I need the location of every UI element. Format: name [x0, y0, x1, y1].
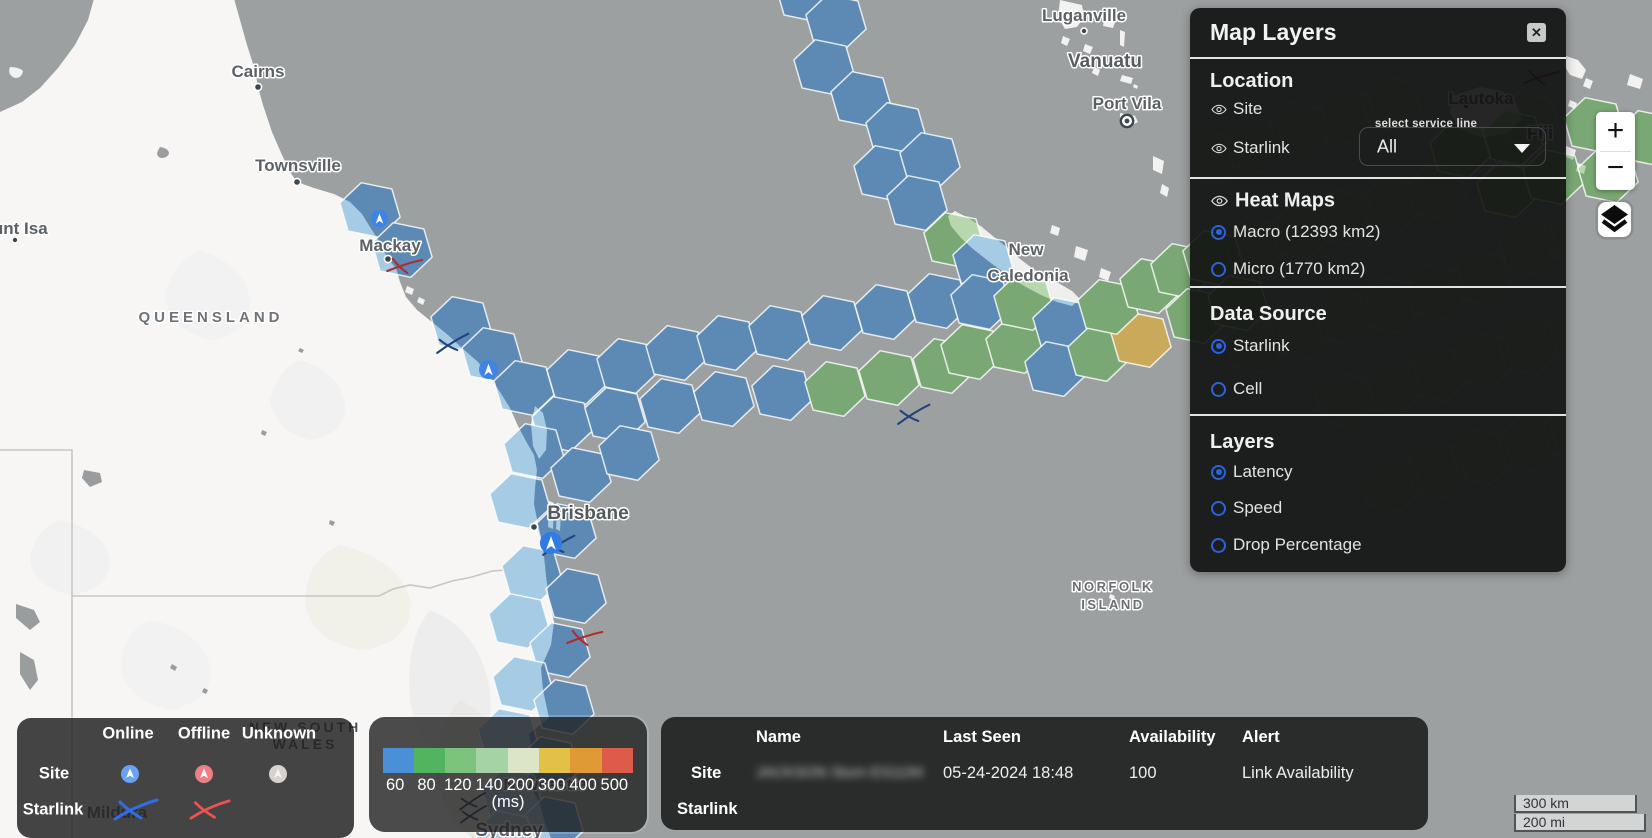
svg-text:New: New: [1009, 240, 1045, 259]
svg-text:Mount Isa: Mount Isa: [0, 219, 48, 238]
svg-text:Brisbane: Brisbane: [547, 503, 628, 524]
svg-text:Mackay: Mackay: [359, 236, 421, 255]
svg-text:Caledonia: Caledonia: [987, 266, 1069, 285]
svg-text:Vanuatu: Vanuatu: [1068, 51, 1142, 72]
svg-text:Cairns: Cairns: [232, 62, 285, 81]
svg-text:Townsville: Townsville: [255, 156, 341, 175]
svg-text:QUEENSLAND: QUEENSLAND: [138, 309, 283, 326]
svg-text:Luganville: Luganville: [1042, 6, 1126, 25]
svg-text:Port Vila: Port Vila: [1093, 94, 1162, 113]
svg-text:ISLAND: ISLAND: [1081, 597, 1144, 612]
svg-text:NORFOLK: NORFOLK: [1072, 579, 1154, 594]
